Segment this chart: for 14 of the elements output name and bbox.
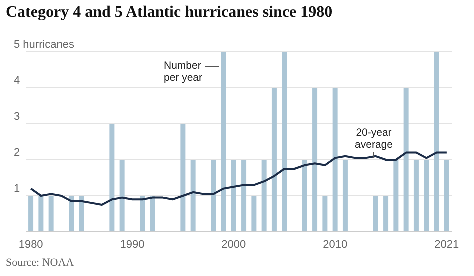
x-tick-label: 2021	[434, 238, 460, 251]
y-tick-label: 1	[14, 183, 20, 195]
x-tick-label: 1980	[18, 238, 44, 251]
y-tick-label: 5 hurricanes	[14, 39, 76, 51]
y-tick-label: 4	[14, 75, 20, 87]
annotation: 20-year average	[354, 127, 394, 151]
x-tick-label: 2000	[222, 238, 246, 251]
y-tick-label: 3	[14, 111, 20, 123]
y-tick-label: 2	[14, 147, 20, 159]
source-note: Source: NOAA	[6, 257, 74, 269]
x-tick-label: 2010	[323, 238, 348, 251]
x-tick-label: 1990	[120, 238, 145, 251]
annotation: Number per year	[164, 60, 204, 84]
chart-title: Category 4 and 5 Atlantic hurricanes since 1980	[6, 4, 333, 22]
